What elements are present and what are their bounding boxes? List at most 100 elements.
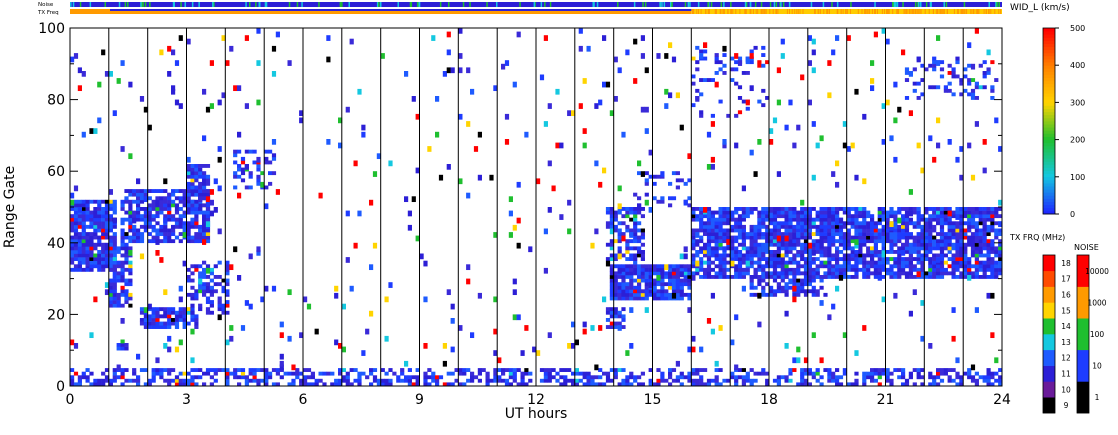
echo-cell bbox=[780, 246, 785, 251]
echo-cell bbox=[217, 368, 222, 372]
echo-cell bbox=[163, 189, 168, 193]
echo-cell bbox=[710, 217, 715, 222]
noise-strip-mark bbox=[104, 2, 106, 7]
echo-cell bbox=[182, 260, 187, 267]
echo-cell bbox=[897, 257, 902, 261]
echo-cell bbox=[901, 246, 906, 251]
echo-cell bbox=[970, 88, 976, 93]
echo-cell bbox=[982, 264, 987, 269]
noise-colorbar-segment bbox=[1077, 349, 1089, 382]
echo-cell bbox=[174, 207, 180, 211]
echo-cell bbox=[205, 264, 211, 269]
echo-cell bbox=[842, 368, 847, 372]
echo-cell bbox=[924, 253, 929, 258]
echo-cell bbox=[800, 368, 805, 372]
echo-cell bbox=[912, 210, 917, 215]
echo-cell bbox=[819, 242, 824, 249]
echo-cell bbox=[167, 199, 172, 204]
freq-strip-mark bbox=[903, 9, 905, 14]
freq-strip-mark bbox=[826, 9, 828, 14]
echo-cell bbox=[718, 242, 723, 247]
echo-cell bbox=[190, 181, 195, 186]
echo-cell bbox=[466, 278, 471, 285]
echo-cell bbox=[800, 210, 805, 215]
echo-cell bbox=[912, 368, 917, 372]
echo-cell bbox=[182, 378, 187, 383]
freq-strip-mark bbox=[986, 9, 987, 14]
echo-cell bbox=[846, 232, 851, 236]
echo-cell bbox=[893, 221, 898, 226]
echo-cell bbox=[823, 275, 828, 279]
echo-cell bbox=[811, 38, 816, 45]
echo-cell bbox=[788, 285, 793, 290]
echo-cell bbox=[862, 178, 867, 185]
echo-cell bbox=[943, 368, 948, 372]
echo-cell bbox=[248, 171, 253, 176]
echo-cell bbox=[870, 253, 875, 258]
echo-cell bbox=[279, 360, 284, 367]
echo-cell bbox=[178, 196, 183, 201]
echo-cell bbox=[275, 189, 280, 195]
echo-cell bbox=[877, 264, 882, 269]
echo-cell bbox=[757, 232, 762, 236]
echo-cell bbox=[842, 275, 847, 279]
echo-cell bbox=[858, 214, 863, 219]
echo-cell bbox=[943, 88, 948, 93]
echo-cell bbox=[722, 221, 727, 226]
echo-cell bbox=[749, 224, 754, 229]
echo-cell bbox=[450, 67, 455, 74]
echo-cell bbox=[306, 303, 312, 310]
echo-cell bbox=[264, 382, 269, 387]
echo-cell bbox=[640, 228, 645, 233]
echo-cell bbox=[967, 210, 972, 215]
echo-cell bbox=[908, 250, 913, 254]
echo-cell bbox=[873, 246, 878, 251]
echo-cell bbox=[761, 207, 766, 211]
echo-cell bbox=[974, 264, 979, 269]
echo-cell bbox=[819, 232, 824, 236]
echo-cell bbox=[897, 228, 902, 233]
echo-cell bbox=[796, 260, 801, 265]
freq-strip-mark bbox=[850, 9, 851, 14]
freq-strip-mark bbox=[750, 9, 752, 14]
echo-cell bbox=[741, 210, 746, 215]
echo-cell bbox=[89, 332, 94, 339]
echo-cell bbox=[901, 228, 906, 233]
echo-cell bbox=[151, 189, 156, 193]
echo-cell bbox=[89, 246, 94, 251]
echo-cell bbox=[609, 282, 614, 287]
echo-cell bbox=[501, 371, 506, 376]
echo-cell bbox=[190, 178, 195, 183]
echo-cell bbox=[928, 214, 933, 219]
echo-cell bbox=[233, 160, 238, 165]
echo-cell bbox=[104, 71, 110, 77]
echo-cell bbox=[823, 292, 828, 297]
echo-cell bbox=[726, 207, 731, 211]
echo-cell bbox=[124, 217, 129, 222]
echo-cell bbox=[291, 371, 296, 376]
echo-cell bbox=[613, 56, 618, 63]
echo-cell bbox=[159, 314, 164, 319]
echo-cell bbox=[986, 264, 991, 269]
echo-cell bbox=[939, 250, 945, 254]
echo-cell bbox=[897, 235, 902, 240]
echo-cell bbox=[846, 35, 851, 41]
echo-cell bbox=[737, 217, 743, 222]
width-colorbar-segment bbox=[1043, 83, 1055, 88]
echo-cell bbox=[963, 67, 968, 72]
echo-cell bbox=[202, 267, 207, 272]
echo-cell bbox=[838, 232, 844, 236]
echo-cell bbox=[788, 250, 793, 254]
noise-strip-mark bbox=[592, 2, 594, 7]
echo-cell bbox=[617, 292, 622, 297]
echo-cell bbox=[955, 210, 960, 215]
echo-cell bbox=[780, 267, 785, 272]
echo-cell bbox=[89, 235, 94, 240]
echo-cell bbox=[862, 224, 867, 229]
noise-strip-mark bbox=[893, 2, 895, 7]
echo-cell bbox=[904, 257, 910, 261]
echo-cell bbox=[112, 375, 117, 380]
echo-cell bbox=[974, 210, 979, 215]
echo-cell bbox=[516, 242, 521, 249]
echo-cell bbox=[734, 267, 739, 272]
